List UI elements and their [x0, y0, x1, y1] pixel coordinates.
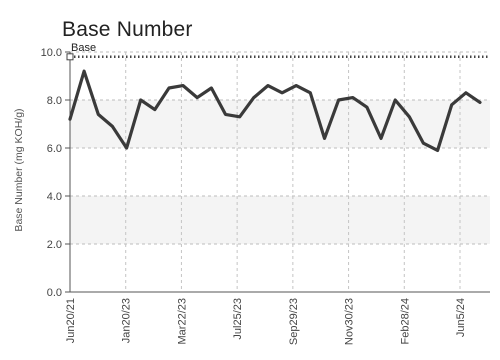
data-point — [224, 113, 227, 116]
data-point — [196, 96, 199, 99]
data-point — [68, 118, 72, 121]
data-point — [266, 84, 270, 87]
data-point — [167, 86, 171, 90]
grid-lines — [65, 51, 490, 293]
data-point — [139, 98, 142, 102]
data-point — [408, 115, 411, 119]
x-tick-label: Nov30/23 — [344, 298, 356, 345]
data-point — [280, 91, 284, 95]
data-point — [464, 91, 468, 95]
series-line — [68, 69, 482, 152]
y-tick-label: 4.0 — [47, 191, 62, 203]
data-point — [422, 142, 425, 145]
reference-line-marker — [66, 53, 74, 61]
data-point — [365, 106, 369, 109]
data-point — [111, 125, 114, 128]
data-point — [97, 113, 100, 116]
reference-line-base: Base — [66, 42, 490, 61]
data-point — [125, 146, 128, 150]
x-tick-label: Jun5/24 — [455, 298, 467, 337]
data-point — [393, 98, 397, 102]
x-tick-label: Feb28/24 — [399, 298, 411, 344]
y-tick-labels: 0.0 2.0 4.0 6.0 8.0 10.0 — [41, 47, 62, 299]
x-tick-label: Jan20/23 — [121, 298, 133, 343]
data-point — [337, 98, 340, 102]
y-axis-title: Base Number (mg KOH/g) — [13, 108, 25, 231]
y-tick-label: 2.0 — [47, 239, 62, 251]
data-point — [82, 70, 86, 73]
data-point — [252, 96, 255, 99]
data-point — [238, 115, 241, 119]
data-point — [309, 91, 312, 95]
reference-line-label: Base — [71, 42, 96, 54]
x-tick-label: Mar22/23 — [176, 298, 188, 344]
band-0 — [70, 244, 490, 292]
chart-title: Base Number — [62, 18, 193, 41]
y-tick-label: 6.0 — [47, 143, 62, 155]
background-bands — [70, 52, 490, 292]
y-tick-label: 10.0 — [41, 47, 62, 59]
data-point — [181, 84, 185, 87]
data-point — [210, 86, 213, 90]
data-point — [450, 103, 453, 107]
band-2 — [70, 148, 490, 196]
x-tick-labels: Jun20/21 Jan20/23 Mar22/23 Jul25/23 Sep29/23… — [65, 298, 467, 345]
data-point — [478, 101, 482, 104]
y-tick-label: 8.0 — [47, 95, 62, 107]
data-point — [436, 149, 439, 152]
data-point — [153, 108, 157, 111]
data-point — [379, 137, 383, 140]
x-tick-label: Jul25/23 — [232, 298, 244, 340]
x-tick-label: Sep29/23 — [288, 298, 300, 345]
band-1 — [70, 196, 490, 244]
data-point — [323, 137, 326, 140]
data-point — [351, 96, 354, 99]
y-tick-label: 0.0 — [47, 287, 62, 299]
series-layer — [68, 69, 482, 152]
x-tick-label: Jun20/21 — [65, 298, 77, 343]
data-point — [295, 84, 298, 87]
